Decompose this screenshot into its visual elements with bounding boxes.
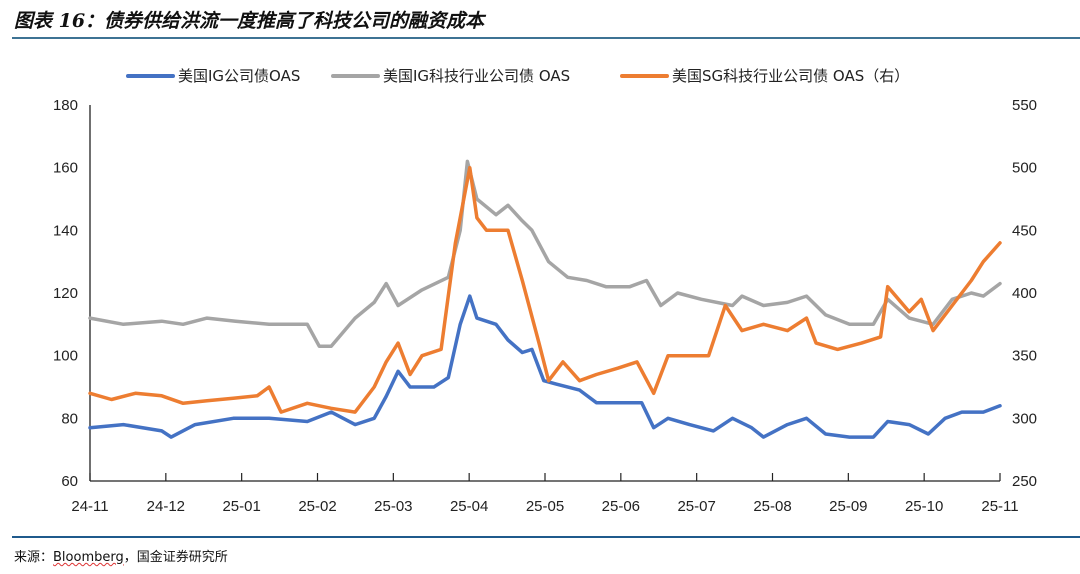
y-left-tick-label: 120 xyxy=(53,285,78,302)
footer-divider xyxy=(12,536,1080,538)
x-tick-label: 25-08 xyxy=(753,498,791,515)
x-tick-label: 25-10 xyxy=(905,498,943,515)
y-left-tick-label: 140 xyxy=(53,222,78,239)
legend-label: 美国IG科技行业公司债 OAS xyxy=(383,67,570,85)
y-left-tick-label: 100 xyxy=(53,348,78,365)
axes: 60 80 100 120 140 160 180 250 300 350 400 450 500 550… xyxy=(53,97,1037,515)
y-left-tick-label: 60 xyxy=(61,473,78,490)
x-tick-label: 25-11 xyxy=(981,498,1018,515)
x-tick-label: 25-06 xyxy=(602,498,640,515)
y-right-tick-label: 550 xyxy=(1012,97,1037,114)
x-tick-label: 24-12 xyxy=(147,498,185,515)
figure-title: 图表 16：债券供给洪流一度推高了科技公司的融资成本 xyxy=(14,10,485,32)
source-note: 来源：Bloomberg，国金证券研究所 xyxy=(14,546,228,565)
series-line-3 xyxy=(88,165,1002,414)
y-right-tick-label: 350 xyxy=(1012,348,1037,365)
y-left-tick-label: 180 xyxy=(53,97,78,114)
y-right-tick-label: 300 xyxy=(1012,410,1037,427)
y-left-tick-label: 160 xyxy=(53,160,78,177)
x-tick-label: 25-03 xyxy=(374,498,412,515)
source-label: 来源： xyxy=(14,550,54,565)
source-name: Bloomberg xyxy=(53,550,124,565)
x-tick-label: 25-09 xyxy=(829,498,867,515)
y-right-tick-label: 250 xyxy=(1012,473,1037,490)
legend: 美国IG公司债OAS 美国IG科技行业公司债 OAS 美国SG科技行业公司债 OAS… xyxy=(126,67,909,85)
x-tick-label: 25-04 xyxy=(450,498,488,515)
x-tick-label: 25-02 xyxy=(298,498,336,515)
legend-label: 美国SG科技行业公司债 OAS（右） xyxy=(672,67,909,85)
title-divider xyxy=(12,37,1080,39)
legend-label: 美国IG公司债OAS xyxy=(178,67,300,85)
y-right-tick-label: 450 xyxy=(1012,222,1037,239)
x-tick-label: 24-11 xyxy=(71,498,108,515)
y-right-tick-label: 400 xyxy=(1012,285,1037,302)
x-tick-label: 25-01 xyxy=(222,498,260,515)
x-tick-label: 25-05 xyxy=(526,498,564,515)
series-line-2 xyxy=(88,159,1002,349)
x-tick-label: 25-07 xyxy=(677,498,715,515)
y-right-tick-label: 500 xyxy=(1012,160,1037,177)
source-suffix: ，国金证券研究所 xyxy=(123,550,228,565)
series-lines xyxy=(88,159,1002,439)
y-left-tick-label: 80 xyxy=(61,410,78,427)
series-line-1 xyxy=(88,294,1002,439)
